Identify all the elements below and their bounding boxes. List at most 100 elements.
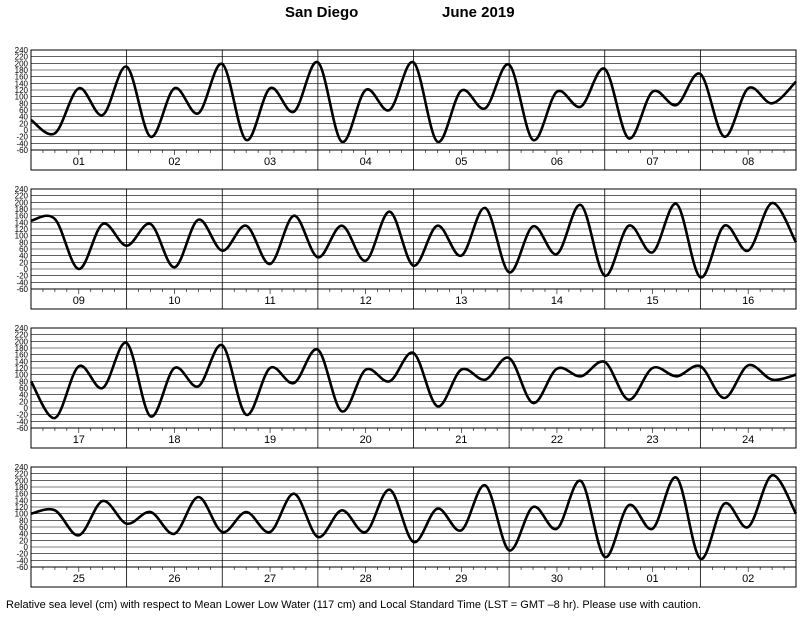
- y-tick-label: 60: [19, 245, 28, 254]
- tide-series-line: [30, 201, 798, 279]
- panel-frame: [30, 466, 797, 588]
- day-label: 08: [742, 156, 754, 168]
- y-tick-label: 240: [15, 324, 29, 333]
- day-label: 11: [264, 295, 275, 307]
- y-tick-label: 80: [19, 516, 28, 525]
- y-tick-label: -60: [16, 563, 28, 572]
- y-tick-label: 220: [15, 192, 29, 201]
- y-tick-label: -60: [16, 146, 28, 155]
- y-tick-label: -40: [16, 556, 28, 565]
- y-tick-label: 20: [19, 119, 28, 128]
- day-label: 01: [646, 573, 658, 585]
- day-label: 06: [551, 156, 563, 168]
- day-label: 30: [551, 573, 563, 585]
- y-tick-label: 120: [15, 225, 29, 234]
- y-tick-label: 40: [19, 252, 28, 261]
- y-tick-label: -20: [16, 133, 28, 142]
- y-tick-label: 100: [15, 371, 29, 380]
- y-tick-label: 120: [15, 364, 29, 373]
- y-tick-label: 140: [15, 218, 29, 227]
- day-label: 28: [360, 573, 372, 585]
- day-label: 24: [742, 434, 754, 446]
- y-tick-label: 0: [24, 126, 29, 135]
- y-tick-label: 60: [19, 384, 28, 393]
- y-tick-label: 60: [19, 523, 28, 532]
- panel-frame: [30, 49, 797, 171]
- day-label: 14: [551, 295, 563, 307]
- y-tick-label: 0: [24, 265, 29, 274]
- day-label: 18: [168, 434, 180, 446]
- y-tick-label: -60: [16, 285, 28, 294]
- day-label: 09: [73, 295, 85, 307]
- day-label: 13: [455, 295, 467, 307]
- day-label: 15: [646, 295, 658, 307]
- day-label: 07: [646, 156, 658, 168]
- y-tick-label: -20: [16, 272, 28, 281]
- tide-series-line: [29, 341, 797, 420]
- y-tick-label: 0: [24, 404, 29, 413]
- y-tick-label: 40: [19, 530, 28, 539]
- y-tick-label: -60: [16, 424, 28, 433]
- y-tick-label: 140: [15, 496, 29, 505]
- y-tick-label: 40: [19, 113, 28, 122]
- y-tick-label: 120: [15, 86, 29, 95]
- day-label: 17: [73, 434, 85, 446]
- chart-title-month: June 2019: [442, 4, 515, 21]
- y-tick-label: 20: [19, 258, 28, 267]
- panel-frame: [30, 188, 797, 310]
- y-tick-label: 140: [15, 357, 29, 366]
- y-tick-label: 220: [15, 331, 29, 340]
- y-tick-label: 80: [19, 377, 28, 386]
- y-tick-label: 240: [15, 185, 29, 194]
- y-tick-label: 0: [24, 543, 29, 552]
- y-tick-label: 160: [15, 490, 29, 499]
- y-tick-label: 160: [15, 73, 29, 82]
- y-tick-label: 80: [19, 99, 28, 108]
- y-tick-label: -40: [16, 139, 28, 148]
- y-tick-label: 180: [15, 66, 29, 75]
- day-label: 03: [264, 156, 276, 168]
- y-tick-label: 200: [15, 198, 29, 207]
- day-label: 01: [73, 156, 85, 168]
- day-label: 16: [742, 295, 754, 307]
- panel-frame: [30, 327, 797, 449]
- y-tick-label: 160: [15, 351, 29, 360]
- day-label: 25: [73, 573, 85, 585]
- day-label: 29: [455, 573, 467, 585]
- y-tick-label: 60: [19, 106, 28, 115]
- y-tick-label: 180: [15, 483, 29, 492]
- day-label: 22: [551, 434, 563, 446]
- y-tick-label: 240: [15, 46, 29, 55]
- y-tick-label: 200: [15, 59, 29, 68]
- footnote: Relative sea level (cm) with respect to …: [6, 599, 702, 611]
- day-label: 26: [168, 573, 180, 585]
- tide-series-line: [30, 60, 797, 144]
- y-tick-label: 160: [15, 212, 29, 221]
- y-tick-label: 180: [15, 344, 29, 353]
- y-tick-label: 180: [15, 205, 29, 214]
- y-tick-label: 140: [15, 79, 29, 88]
- y-tick-label: 100: [15, 510, 29, 519]
- y-tick-label: 220: [15, 470, 29, 479]
- y-tick-label: -20: [16, 411, 28, 420]
- y-tick-label: -20: [16, 550, 28, 559]
- day-label: 04: [360, 156, 372, 168]
- y-tick-label: 100: [15, 232, 29, 241]
- y-tick-label: 100: [15, 93, 29, 102]
- day-label: 23: [646, 434, 658, 446]
- day-label: 12: [360, 295, 372, 307]
- day-label: 02: [168, 156, 180, 168]
- tide-series-line: [30, 474, 798, 561]
- day-label: 05: [455, 156, 467, 168]
- y-tick-label: 200: [15, 337, 29, 346]
- y-tick-label: -40: [16, 278, 28, 287]
- y-tick-label: 240: [15, 463, 29, 472]
- y-tick-label: 80: [19, 238, 28, 247]
- y-tick-label: -40: [16, 417, 28, 426]
- y-tick-label: 120: [15, 503, 29, 512]
- day-label: 21: [455, 434, 467, 446]
- y-tick-label: 20: [19, 397, 28, 406]
- y-tick-label: 200: [15, 476, 29, 485]
- y-tick-label: 220: [15, 53, 29, 62]
